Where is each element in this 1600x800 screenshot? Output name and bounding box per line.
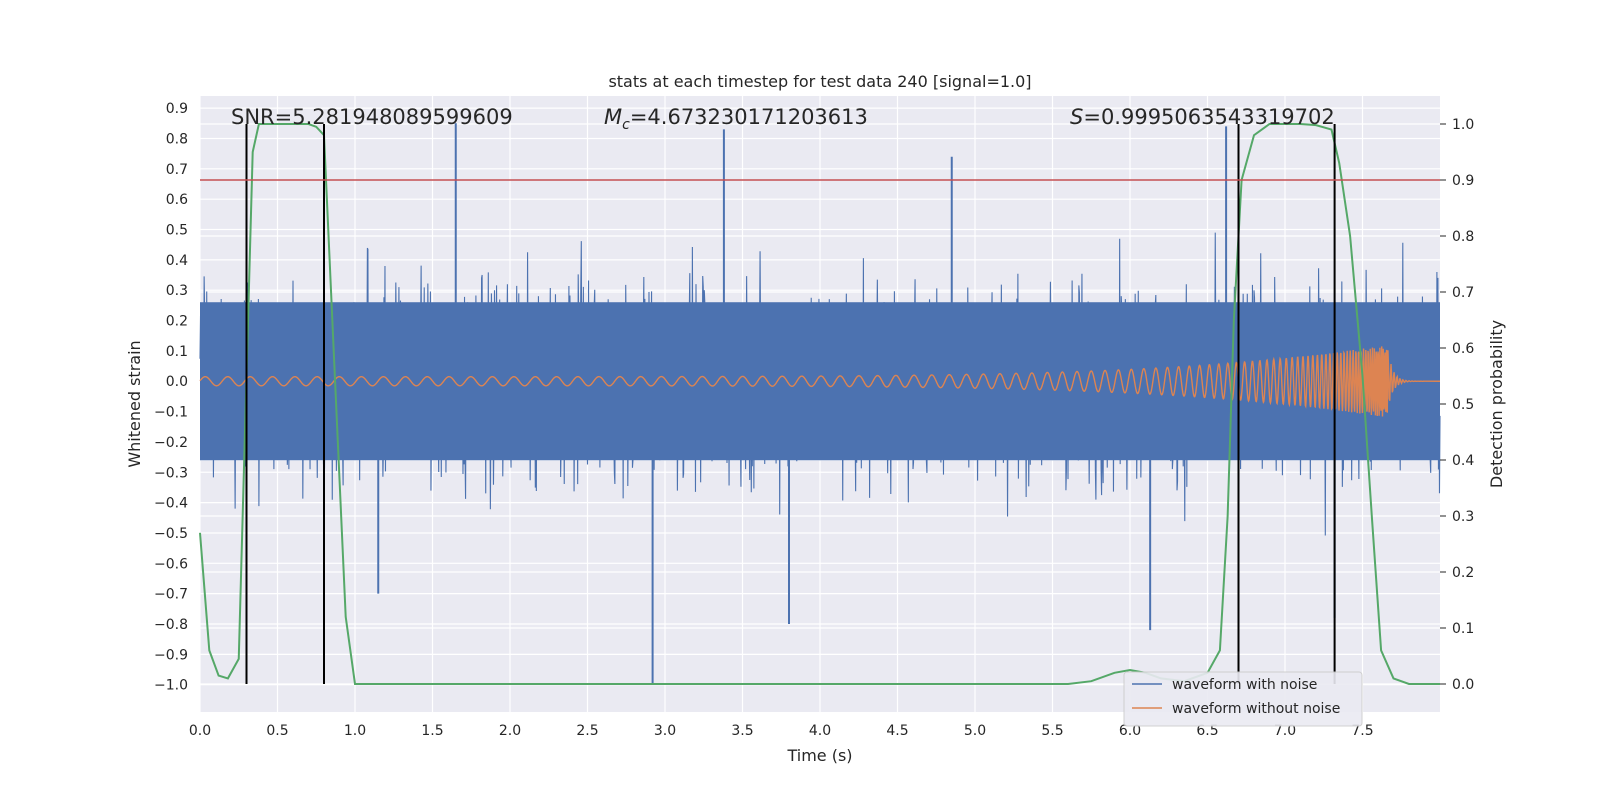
x-tick-label: 0.0 xyxy=(189,723,211,739)
x-tick-label: 7.0 xyxy=(1274,723,1296,739)
y-right-tick-label: 0.3 xyxy=(1452,509,1474,525)
y-left-tick-label: 0.9 xyxy=(166,101,188,117)
y-right-tick-label: 0.9 xyxy=(1452,173,1474,189)
y-left-tick-label: −0.1 xyxy=(154,405,188,421)
y-left-tick-label: 0.7 xyxy=(166,162,188,178)
y-left-tick-label: 0.4 xyxy=(166,253,188,269)
y-left-tick-label: 0.2 xyxy=(166,314,188,330)
y-right-tick-label: 1.0 xyxy=(1452,117,1474,133)
y-right-axis-ticks: 1.0 0.9 0.8 0.7 0.6 0.5 0.4 0.3 0.2 0.1 0.0 xyxy=(1440,117,1474,693)
y-left-tick-label: −0.6 xyxy=(154,556,188,572)
clean-waveform-series xyxy=(199,346,1441,417)
y-left-tick-label: −1.0 xyxy=(154,678,188,694)
snr-annotation: SNR=5.281948089599609 xyxy=(231,105,513,129)
x-tick-label: 2.5 xyxy=(576,723,598,739)
y-left-tick-label: 0.1 xyxy=(166,344,188,360)
y-left-axis-label: Whitened strain xyxy=(125,340,144,467)
y-right-tick-label: 0.7 xyxy=(1452,285,1474,301)
clean-waveform-line xyxy=(199,346,1441,417)
mc-value: =4.673230171203613 xyxy=(630,105,868,129)
y-left-tick-label: 0.3 xyxy=(166,283,188,299)
y-left-tick-label: 0.5 xyxy=(166,223,188,239)
x-tick-label: 4.5 xyxy=(886,723,908,739)
x-axis-ticks: 0.0 0.5 1.0 1.5 2.0 2.5 3.0 3.5 4.0 4.5 5.0 5.5 6.0 6… xyxy=(189,723,1374,739)
mc-symbol: M xyxy=(604,105,622,129)
y-right-tick-label: 0.4 xyxy=(1452,453,1474,469)
y-right-tick-label: 0.0 xyxy=(1452,677,1474,693)
y-right-tick-label: 0.8 xyxy=(1452,229,1474,245)
y-right-tick-label: 0.6 xyxy=(1452,341,1474,357)
legend-box xyxy=(1123,671,1363,727)
y-left-tick-label: 0.0 xyxy=(166,374,188,390)
x-tick-label: 1.5 xyxy=(421,723,443,739)
y-left-tick-label: 0.6 xyxy=(166,192,188,208)
x-axis-label: Time (s) xyxy=(786,746,852,765)
x-tick-label: 0.5 xyxy=(266,723,288,739)
legend-clean-label: waveform without noise xyxy=(1172,701,1340,717)
s-value: =0.9995063543319702 xyxy=(1083,105,1334,129)
y-left-tick-label: −0.7 xyxy=(154,587,188,603)
vertical-markers xyxy=(245,124,1336,684)
y-left-tick-label: −0.8 xyxy=(154,617,188,633)
y-left-tick-label: −0.2 xyxy=(154,435,188,451)
x-tick-label: 5.5 xyxy=(1041,723,1063,739)
x-tick-label: 2.0 xyxy=(499,723,521,739)
y-left-tick-label: −0.5 xyxy=(154,526,188,542)
y-right-tick-label: 0.1 xyxy=(1452,621,1474,637)
x-tick-label: 6.0 xyxy=(1119,723,1141,739)
legend: waveform with noise waveform without noi… xyxy=(1123,671,1363,727)
x-tick-label: 3.0 xyxy=(654,723,676,739)
y-right-axis-label: Detection probability xyxy=(1487,320,1506,488)
chirp-mass-annotation: Mc=4.673230171203613 xyxy=(604,105,868,133)
mc-subscript: c xyxy=(622,117,630,133)
x-tick-label: 3.5 xyxy=(731,723,753,739)
y-left-tick-label: −0.9 xyxy=(154,647,188,663)
y-right-tick-label: 0.2 xyxy=(1452,565,1474,581)
s-symbol: S xyxy=(1070,105,1083,129)
y-left-axis-ticks: 0.9 0.8 0.7 0.6 0.5 0.4 0.3 0.2 0.1 0.0 −0.1 −0.2 −0… xyxy=(154,101,188,694)
x-tick-label: 5.0 xyxy=(964,723,986,739)
x-tick-label: 6.5 xyxy=(1196,723,1218,739)
chart-title: stats at each timestep for test data 240… xyxy=(608,72,1031,91)
score-annotation: S=0.9995063543319702 xyxy=(1070,105,1335,129)
legend-noise-label: waveform with noise xyxy=(1172,677,1317,693)
y-left-tick-label: −0.4 xyxy=(154,496,188,512)
y-right-tick-label: 0.5 xyxy=(1452,397,1474,413)
y-left-tick-label: 0.8 xyxy=(166,131,188,147)
x-tick-label: 4.0 xyxy=(809,723,831,739)
x-tick-label: 1.0 xyxy=(344,723,366,739)
y-left-tick-label: −0.3 xyxy=(154,465,188,481)
x-tick-label: 7.5 xyxy=(1351,723,1373,739)
